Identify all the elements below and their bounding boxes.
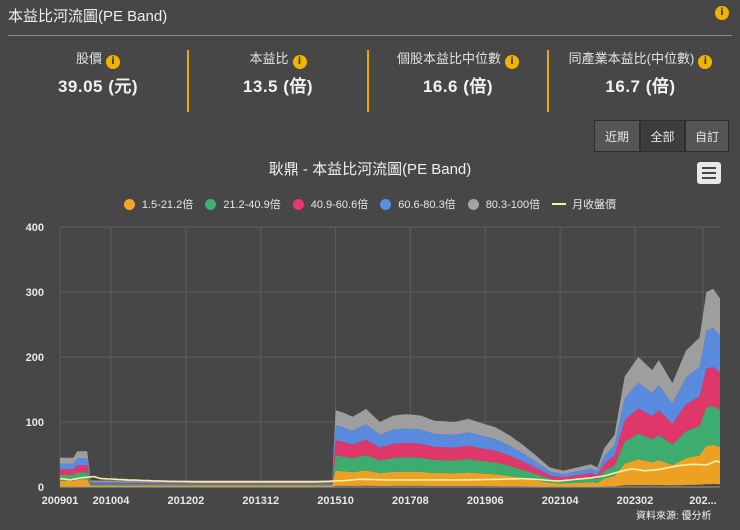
header: 本益比河流圖(PE Band) i [0,0,740,34]
x-tick-label: 202302 [617,495,654,505]
x-tick-label: 201004 [93,495,131,505]
info-icon[interactable]: i [292,55,307,69]
legend-item[interactable]: 60.6-80.3倍 [380,196,456,212]
x-tick-label: 201312 [242,495,279,505]
band-area-1 [60,445,720,487]
data-source: 資料來源: 優分析 [636,511,712,522]
y-tick-label: 100 [26,417,44,429]
range-custom-button[interactable]: 自訂 [685,120,729,152]
stat-industry-pe: 同產業本益比(中位數) i 16.7 (倍) [549,50,732,112]
legend-item[interactable]: 月收盤價 [552,196,616,212]
stat-pe: 本益比 i 13.5 (倍) [189,50,367,112]
chart-legend: 1.5-21.2倍 21.2-40.9倍 40.9-60.6倍 60.6-80.3倍 8… [0,196,740,212]
legend-item[interactable]: 40.9-60.6倍 [292,196,369,212]
legend-swatch [292,198,304,210]
legend-swatch [380,198,392,210]
stat-divider [187,50,189,112]
y-tick-label: 200 [26,352,44,364]
legend-swatch [205,198,217,210]
chart-menu-icon[interactable] [697,162,721,184]
stat-industry-pe-label: 同產業本益比(中位數) [568,51,695,66]
info-icon[interactable]: i [715,6,729,20]
legend-swatch [123,198,135,210]
x-tick-label: 202104 [542,495,580,505]
close-price-line [59,460,721,483]
legend-item[interactable]: 21.2-40.9倍 [205,196,281,212]
stat-price-value: 39.05 (元) [57,77,139,96]
x-tick-label: 200901 [42,495,79,505]
x-tick-label: 201708 [392,495,429,505]
legend-label: 40.9-60.6倍 [310,199,369,211]
legend-swatch [467,198,479,210]
info-icon[interactable]: i [106,55,120,69]
info-icon[interactable]: i [505,55,519,69]
legend-label: 80.3-100倍 [485,199,541,211]
x-tick-label: 201510 [317,495,354,505]
pe-band-chart: 0 100 200 300 400 200901 201004 201202 201312 201… [26,222,721,505]
legend-label: 月收盤價 [572,199,617,211]
legend-label: 21.2-40.9倍 [223,199,281,211]
header-divider [8,35,732,36]
range-recent-button[interactable]: 近期 [594,120,640,152]
stat-median-pe: 個股本益比中位數 i 16.6 (倍) [369,50,547,112]
legend-item[interactable]: 80.3-100倍 [467,196,541,212]
range-selector: 近期 全部 自訂 [594,120,729,152]
band-area-2 [60,405,720,486]
y-tick-label: 0 [38,482,44,494]
range-all-button[interactable]: 全部 [640,120,685,152]
stat-industry-pe-value: 16.7 (倍) [605,77,676,96]
stat-median-pe-label: 個股本益比中位數 [396,51,501,66]
y-tick-label: 300 [26,287,44,299]
legend-item[interactable]: 1.5-21.2倍 [123,196,194,212]
x-tick-label: 201202 [168,495,205,505]
stat-pe-label: 本益比 [249,51,289,66]
x-tick-label: 201906 [467,495,504,505]
stat-pe-value: 13.5 (倍) [242,77,314,96]
legend-swatch [552,203,567,205]
y-tick-label: 400 [26,222,44,234]
legend-label: 60.6-80.3倍 [398,199,456,211]
chart-title: 耿鼎 - 本益比河流圖(PE Band) [268,161,472,178]
page-title: 本益比河流圖(PE Band) [8,8,168,25]
stat-median-pe-value: 16.6 (倍) [422,77,494,96]
legend-label: 1.5-21.2倍 [141,199,194,211]
stat-divider [547,50,549,112]
info-icon[interactable]: i [698,55,713,69]
stat-price-label: 股價 [75,51,102,66]
stat-divider [367,50,369,112]
x-tick-label: 202... [689,495,717,505]
stat-price: 股價 i 39.05 (元) [8,50,188,112]
